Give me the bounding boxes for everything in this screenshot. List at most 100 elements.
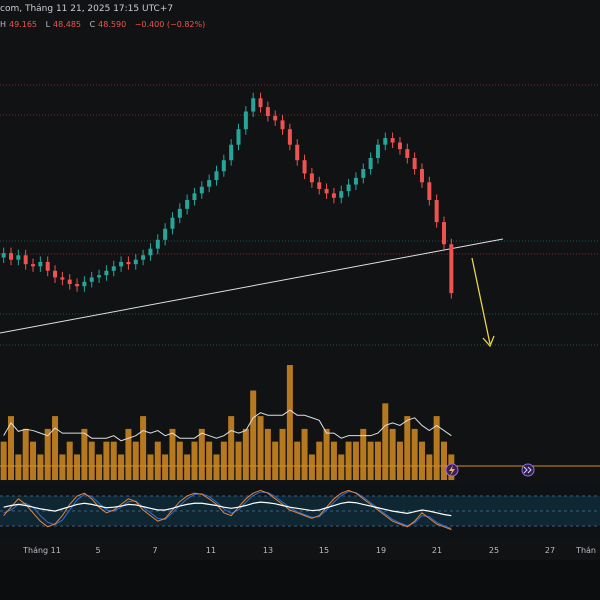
x-axis-label: 7 [152,546,157,555]
candle-body [353,177,358,185]
candle-body [397,142,402,150]
x-axis-label: Thán [575,546,596,555]
candle-body [163,228,168,240]
candle-body [89,277,94,282]
volume-bar [44,428,51,480]
lightning-icon [449,465,455,476]
candle-body [368,157,373,170]
volume-bar [74,454,81,480]
volume-bar [37,454,44,480]
volume-bar [264,428,271,480]
volume-bar [360,428,367,480]
candle-body [9,253,14,260]
volume-bar [22,428,29,480]
volume-bar [272,441,279,480]
volume-bar [294,441,301,480]
x-axis-label: 13 [263,546,273,555]
candle-body [449,244,454,294]
volume-bar [8,416,15,480]
x-axis-label: 5 [95,546,100,555]
volume-bar [140,416,147,480]
volume-bar [323,428,330,480]
volume-bar [125,428,132,480]
candle-body [302,160,307,174]
volume-ma-line [3,409,452,442]
volume-bar [206,441,213,480]
projection-arrow-shaft [471,257,491,345]
volume-bar [279,428,286,480]
candle-body [16,255,21,260]
candle-body [133,259,138,265]
candle-body [265,107,270,116]
volume-bar [103,441,110,480]
candle-body [427,182,432,200]
candle-body [273,115,278,121]
candle-body [390,138,395,143]
candle-body [148,248,153,256]
volume-bar [440,441,447,480]
ohlc-high: 49.165 [9,20,38,29]
chart-canvas[interactable]: Tháng 11 5 7 11 13 15 19 21 25 27 Thán [0,0,600,560]
double-arrow-right-icon [523,466,532,474]
ohlc-low-label: L [45,20,51,29]
volume-bar [184,454,191,480]
candle-body [383,138,388,145]
candle-body [324,188,329,194]
candle-body [317,182,322,189]
volume-bar [382,403,389,480]
candle-body [111,266,116,271]
candle-body [1,253,6,258]
volume-bar [418,441,425,480]
volume-bar [228,416,235,480]
volume-bar [132,441,139,480]
volume-bar [81,428,88,480]
volume-bar [345,441,352,480]
volume-bar [286,365,293,480]
candle-body [126,261,131,265]
candle-body [412,157,417,170]
volume-bar [220,441,227,480]
chart-header: com, Tháng 11 21, 2025 17:15 UTC+7 [0,0,600,18]
ohlc-change: −0.400 (−0.82%) [134,20,206,29]
candle-body [185,200,190,209]
volume-bar [191,441,198,480]
x-axis-label: Tháng 11 [22,546,61,555]
candle-body [441,222,446,245]
volume-bar [169,428,176,480]
volume-bar [426,454,433,480]
candle-body [214,171,219,181]
candle-body [375,144,380,158]
candle-body [346,184,351,192]
candle-body [67,279,72,285]
candle-body [45,261,50,271]
candle-body [339,191,344,198]
candle-body [177,208,182,218]
volume-bar [110,441,117,480]
bottom-strip [0,560,600,600]
ohlc-readout: H 49.165 L 48.485 C 48.590 −0.400 (−0.82%) [0,18,208,32]
volume-bar [330,441,337,480]
volume-bar [404,416,411,480]
candle-body [155,239,160,249]
volume-bar [316,441,323,480]
candle-body [280,120,285,130]
volume-bar [352,441,359,480]
candle-body [309,173,314,183]
candle-body [419,169,424,183]
candle-body [60,277,65,280]
x-axis-label: 25 [489,546,499,555]
projection-arrow-head [482,335,495,348]
x-axis-label: 11 [206,546,216,555]
volume-bar [96,454,103,480]
volume-bar [118,454,125,480]
trendline [0,238,504,334]
candle-body [170,217,175,229]
candle-body [31,264,36,267]
candle-body [287,129,292,145]
volume-bar [308,454,315,480]
candle-body [251,98,256,112]
candle-body [361,169,366,178]
volume-bar [389,428,396,480]
candle-body [97,275,102,278]
volume-bar [30,441,37,480]
